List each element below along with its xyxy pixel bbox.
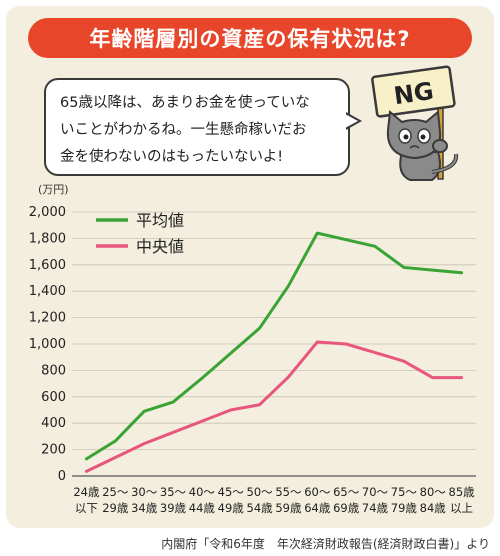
ng-sign-text: NG [392,77,435,110]
x-tick-label: 49歳 [218,501,245,515]
x-tick-label: 80〜 [420,485,447,499]
y-tick-label: 1,400 [29,284,66,299]
legend-label: 中央値 [136,237,184,256]
speech-bubble-tail-fill [345,114,358,128]
x-tick-label: 70〜 [362,485,389,499]
x-tick-label: 74歳 [362,501,389,515]
x-tick-label: 以下 [75,501,98,515]
x-tick-label: 45〜 [218,485,245,499]
speech-line-3: 金を使わないのはもったいないよ! [60,149,284,165]
legend-label: 平均値 [136,211,184,230]
series-line-1 [84,340,464,473]
x-tick-label: 59歳 [275,501,302,515]
x-tick-label: 65〜 [333,485,360,499]
x-tick-label: 24歳 [73,485,100,499]
y-tick-label: 1,600 [29,258,66,273]
x-tick-label: 84歳 [420,501,447,515]
x-tick-label: 以上 [450,501,473,515]
x-tick-label: 79歳 [391,501,418,515]
y-tick-label: 600 [41,390,66,405]
series-line-0 [84,231,464,461]
source-note: 内閣府「令和6年度 年次経済財政報告(経済財政白書)」より [161,537,490,551]
x-tick-label: 85歳 [449,485,476,499]
x-tick-label: 44歳 [189,501,216,515]
y-tick-label: 1,000 [29,337,66,352]
y-tick-label: 800 [41,363,66,378]
x-tick-label: 54歳 [247,501,274,515]
x-tick-label: 60〜 [304,485,331,499]
x-tick-label: 35〜 [160,485,187,499]
title-banner: 年齢階層別の資産の保有状況は? [28,18,472,58]
speech-line-1: 65歳以降は、あまりお金を使っていな [60,95,310,111]
x-tick-label: 55〜 [275,485,302,499]
speech-line-2: いことがわかるね。一生懸命稼いだお [60,122,307,138]
y-tick-label: 400 [41,416,66,431]
y-tick-label: 1,200 [29,311,66,326]
x-tick-label: 69歳 [333,501,360,515]
y-tick-label: 200 [41,443,66,458]
x-tick-label: 75〜 [391,485,418,499]
x-tick-label: 25〜 [102,485,129,499]
x-tick-label: 39歳 [160,501,187,515]
y-tick-label: 2,000 [29,205,66,220]
cat-mascot-illustration: NG [371,65,459,181]
x-tick-label: 50〜 [247,485,274,499]
x-tick-label: 34歳 [131,501,158,515]
line-chart: (万円) 0 200 400 600 800 1,000 1,200 1,400 1,600 1,… [29,183,476,515]
y-tick-label: 0 [58,469,66,484]
chart-title: 年齢階層別の資産の保有状況は? [89,27,411,51]
y-tick-label: 1,800 [29,231,66,246]
x-tick-label: 40〜 [189,485,216,499]
x-tick-label: 30〜 [131,485,158,499]
x-tick-label: 29歳 [102,501,129,515]
x-tick-label: 64歳 [304,501,331,515]
y-axis-unit-label: (万円) [38,183,69,196]
